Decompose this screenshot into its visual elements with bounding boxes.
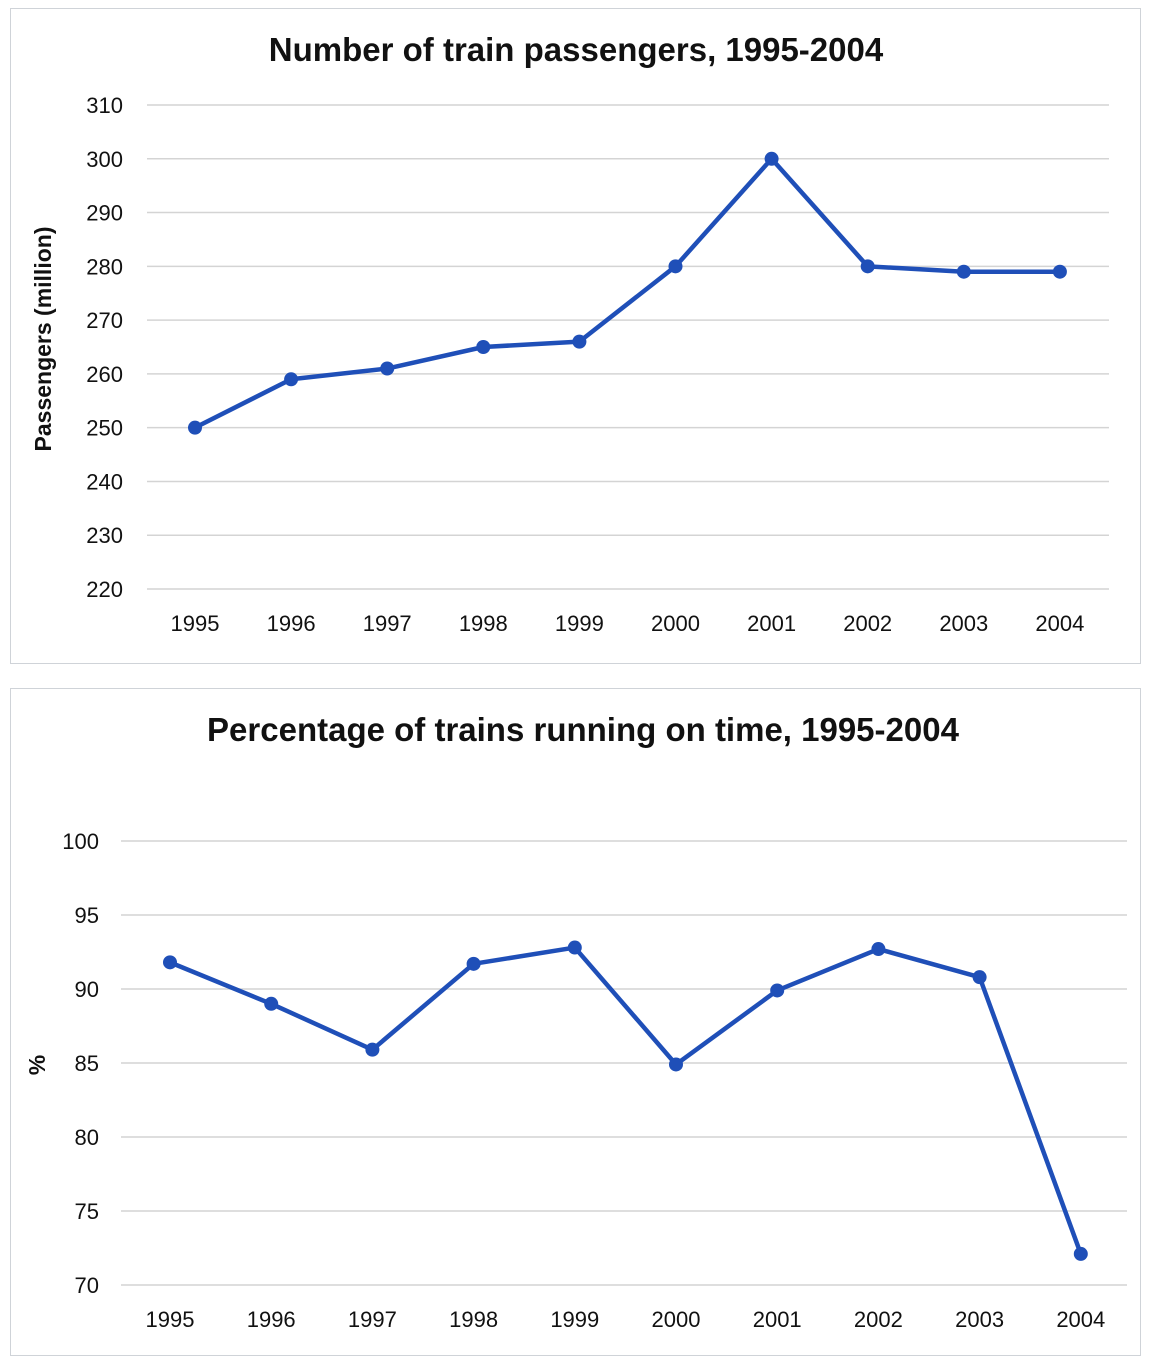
y-tick-label: 85: [75, 1051, 99, 1076]
chart-title: Percentage of trains running on time, 19…: [207, 711, 960, 748]
y-axis-label: %: [24, 1055, 50, 1075]
data-point-1996: [264, 996, 279, 1011]
data-point-1997: [365, 1042, 380, 1057]
data-point-2000: [669, 1057, 683, 1072]
y-axis-label: Passengers (million): [30, 227, 56, 452]
data-point-1998: [466, 956, 481, 971]
x-tick-label: 2004: [1035, 611, 1084, 636]
x-tick-label: 2000: [651, 611, 700, 636]
on-time-chart: Percentage of trains running on time, 19…: [24, 711, 1127, 1332]
y-tick-label: 310: [86, 93, 123, 118]
data-point-2004: [1052, 264, 1067, 279]
y-tick-label: 80: [75, 1125, 99, 1150]
y-tick-label: 70: [75, 1273, 99, 1298]
x-axis-ticks: 1995 1996 1997 1998 1999 2000 2001 2002 2003 2004: [146, 1307, 1106, 1332]
y-tick-label: 280: [86, 254, 123, 279]
y-tick-label: 270: [86, 308, 123, 333]
data-point-1995: [188, 420, 202, 435]
data-point-2001: [770, 983, 785, 998]
x-tick-label: 2001: [747, 611, 796, 636]
series-points: [188, 151, 1067, 435]
x-tick-label: 2003: [939, 611, 988, 636]
data-point-1998: [476, 340, 491, 354]
y-tick-label: 220: [86, 577, 123, 602]
y-tick-label: 90: [75, 977, 99, 1002]
y-tick-label: 95: [75, 903, 99, 928]
passengers-chart: Number of train passengers, 1995-2004 Pa…: [30, 31, 1109, 636]
x-tick-label: 1996: [247, 1307, 296, 1332]
data-point-2000: [668, 259, 683, 274]
x-tick-label: 2003: [955, 1307, 1004, 1332]
x-tick-label: 2002: [843, 611, 892, 636]
x-tick-label: 1997: [348, 1307, 397, 1332]
y-tick-label: 300: [86, 147, 123, 172]
x-tick-label: 2004: [1056, 1307, 1105, 1332]
x-tick-label: 1997: [363, 611, 412, 636]
data-point-1999: [572, 334, 587, 349]
data-point-1996: [284, 372, 299, 387]
x-tick-label: 1995: [146, 1307, 195, 1332]
series-line: [167, 945, 1084, 1257]
data-point-2003: [956, 264, 971, 279]
x-tick-label: 1999: [555, 611, 604, 636]
y-tick-label: 100: [62, 829, 99, 854]
y-tick-label: 230: [86, 523, 123, 548]
x-tick-label: 1999: [550, 1307, 599, 1332]
data-point-2002: [860, 259, 875, 274]
data-point-1997: [380, 361, 395, 376]
gridlines: [147, 104, 1109, 590]
y-tick-label: 240: [86, 469, 123, 494]
data-point-1995: [163, 955, 177, 970]
data-point-1999: [567, 940, 582, 955]
data-point-2004: [1073, 1246, 1088, 1261]
x-tick-label: 2002: [854, 1307, 903, 1332]
x-tick-label: 2001: [753, 1307, 802, 1332]
data-point-2002: [871, 942, 886, 957]
x-axis-ticks: 1995 1996 1997 1998 1999 2000 2001 2002 2003 2004: [171, 611, 1085, 636]
gridlines: [121, 840, 1127, 1286]
x-tick-label: 1998: [459, 611, 508, 636]
series-line: [192, 156, 1063, 430]
y-tick-label: 75: [75, 1199, 99, 1224]
data-point-2001: [764, 151, 779, 166]
x-tick-label: 1998: [449, 1307, 498, 1332]
chart-title: Number of train passengers, 1995-2004: [269, 31, 884, 68]
x-tick-label: 1995: [171, 611, 220, 636]
y-tick-label: 290: [86, 201, 123, 226]
y-axis-ticks: 70 75 80 85 90 95 100: [62, 829, 99, 1298]
y-tick-label: 260: [86, 362, 123, 387]
x-tick-label: 2000: [652, 1307, 701, 1332]
y-axis-ticks: 220 230 240 250 260 270 280 290 300 310: [86, 93, 123, 602]
data-point-2003: [972, 970, 987, 985]
on-time-chart-panel: Percentage of trains running on time, 19…: [10, 688, 1141, 1356]
passengers-chart-panel: Number of train passengers, 1995-2004 Pa…: [10, 8, 1141, 664]
x-tick-label: 1996: [267, 611, 316, 636]
series-points: [163, 940, 1088, 1261]
y-tick-label: 250: [86, 416, 123, 441]
